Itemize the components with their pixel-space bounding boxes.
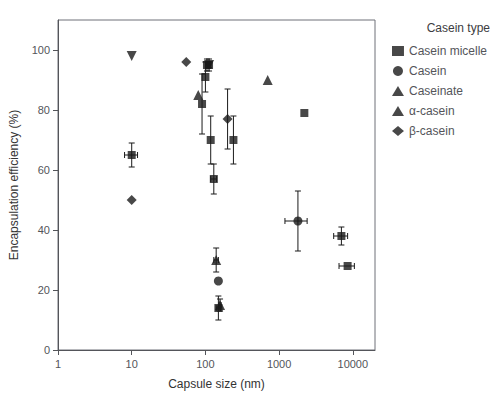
svg-text:Encapsulation efficiency (%): Encapsulation efficiency (%): [7, 110, 21, 261]
svg-text:Caseinate: Caseinate: [409, 84, 463, 98]
svg-text:10000: 10000: [338, 358, 369, 370]
svg-text:100: 100: [32, 44, 50, 56]
svg-text:α-casein: α-casein: [409, 104, 455, 118]
svg-text:20: 20: [38, 284, 50, 296]
svg-text:60: 60: [38, 164, 50, 176]
svg-text:Capsule size (nm): Capsule size (nm): [168, 377, 265, 391]
svg-text:0: 0: [44, 344, 50, 356]
svg-text:100: 100: [196, 358, 214, 370]
svg-text:80: 80: [38, 104, 50, 116]
svg-text:Casein type: Casein type: [427, 21, 491, 35]
svg-text:1000: 1000: [267, 358, 291, 370]
svg-text:1: 1: [55, 358, 61, 370]
svg-text:10: 10: [126, 358, 138, 370]
svg-text:Casein micelle: Casein micelle: [409, 44, 487, 58]
svg-text:β-casein: β-casein: [409, 124, 455, 138]
svg-text:40: 40: [38, 224, 50, 236]
svg-text:Casein: Casein: [409, 64, 446, 78]
